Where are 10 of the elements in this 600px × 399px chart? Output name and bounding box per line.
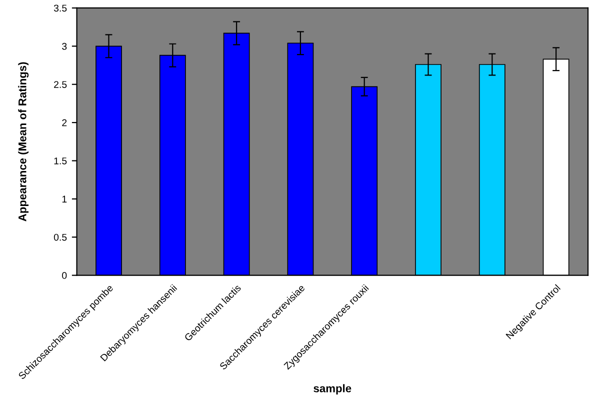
y-tick-label: 2.5 (54, 81, 67, 88)
x-axis-title: sample (314, 384, 352, 395)
y-axis-title: Appearance (Mean of Ratings) (18, 62, 29, 222)
y-tick-label: 0.5 (54, 234, 67, 241)
y-tick-label: 3 (62, 42, 67, 50)
y-tick-label: 1.5 (54, 158, 67, 164)
y-tick-label: 2 (62, 119, 67, 126)
y-tick-label: 1 (62, 196, 67, 202)
y-tick-label: 0 (62, 272, 67, 279)
y-tick-label: 3.5 (54, 4, 67, 12)
